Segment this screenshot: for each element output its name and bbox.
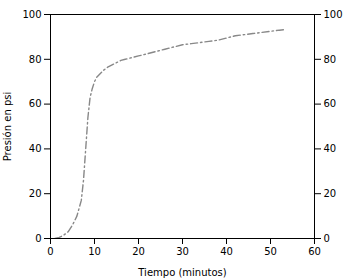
svg-text:10: 10 bbox=[88, 246, 101, 257]
svg-text:80: 80 bbox=[29, 54, 42, 65]
svg-text:20: 20 bbox=[29, 188, 42, 199]
svg-text:100: 100 bbox=[324, 9, 343, 20]
svg-text:Presión en psi: Presión en psi bbox=[2, 92, 13, 162]
svg-text:100: 100 bbox=[22, 9, 41, 20]
svg-text:80: 80 bbox=[324, 54, 337, 65]
svg-text:0: 0 bbox=[47, 246, 53, 257]
svg-text:60: 60 bbox=[324, 98, 337, 109]
svg-text:40: 40 bbox=[220, 246, 233, 257]
svg-text:20: 20 bbox=[132, 246, 145, 257]
svg-text:60: 60 bbox=[308, 246, 321, 257]
svg-text:0: 0 bbox=[324, 233, 330, 244]
svg-text:Tiempo (minutos): Tiempo (minutos) bbox=[137, 267, 226, 278]
svg-text:60: 60 bbox=[29, 98, 42, 109]
svg-text:30: 30 bbox=[176, 246, 189, 257]
svg-text:40: 40 bbox=[29, 143, 42, 154]
svg-text:40: 40 bbox=[324, 143, 337, 154]
svg-text:50: 50 bbox=[264, 246, 277, 257]
svg-text:20: 20 bbox=[324, 188, 337, 199]
svg-text:0: 0 bbox=[35, 233, 41, 244]
